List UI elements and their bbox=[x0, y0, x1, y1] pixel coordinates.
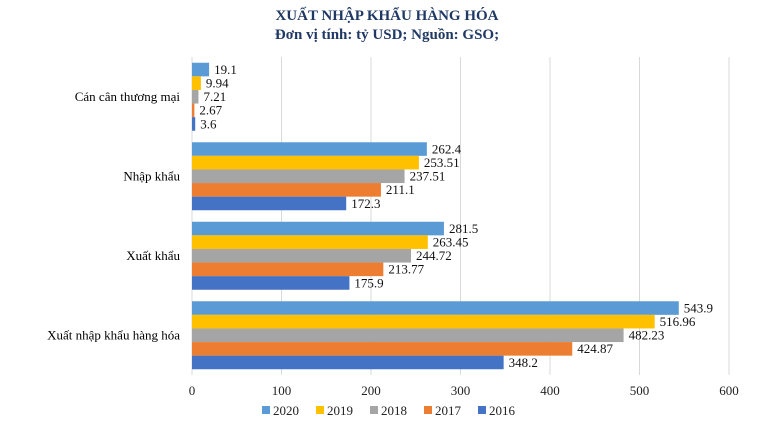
bar-2016 bbox=[192, 355, 504, 370]
category-label: Cán cân thương mại bbox=[75, 89, 181, 104]
data-label: 348.2 bbox=[509, 355, 538, 370]
bar-2016 bbox=[192, 196, 347, 211]
data-label: 3.6 bbox=[200, 116, 217, 131]
category-label: Nhập khẩu bbox=[123, 168, 180, 183]
bar-2019 bbox=[192, 314, 655, 329]
bar-2018 bbox=[192, 89, 199, 104]
bar-2017 bbox=[192, 103, 195, 118]
data-label: 2.67 bbox=[199, 103, 222, 118]
data-label: 262.4 bbox=[432, 141, 462, 156]
x-tick-label: 600 bbox=[719, 383, 739, 398]
x-tick-label: 500 bbox=[630, 383, 650, 398]
data-label: 237.51 bbox=[410, 169, 446, 184]
data-label: 543.9 bbox=[684, 300, 713, 315]
bar-2017 bbox=[192, 262, 384, 277]
x-tick-label: 200 bbox=[361, 383, 381, 398]
bar-2018 bbox=[192, 169, 405, 184]
data-label: 19.1 bbox=[214, 62, 237, 77]
legend-swatch-2020 bbox=[262, 406, 270, 414]
bar-2020 bbox=[192, 221, 444, 236]
bar-2016 bbox=[192, 117, 196, 131]
bar-2016 bbox=[192, 276, 350, 290]
x-tick-label: 300 bbox=[451, 383, 471, 398]
data-label: 211.1 bbox=[386, 182, 415, 197]
bar-2017 bbox=[192, 183, 381, 197]
bar-2020 bbox=[192, 142, 427, 156]
legend-label: 2018 bbox=[381, 403, 407, 418]
data-label: 263.45 bbox=[433, 234, 469, 249]
x-tick-label: 100 bbox=[272, 383, 292, 398]
data-label: 424.87 bbox=[577, 341, 613, 356]
data-label: 213.77 bbox=[388, 262, 424, 277]
bar-2019 bbox=[192, 235, 428, 249]
bar-2019 bbox=[192, 155, 419, 170]
bar-2020 bbox=[192, 301, 679, 315]
legend-label: 2017 bbox=[435, 403, 462, 418]
data-label: 482.23 bbox=[629, 328, 665, 343]
chart-title: XUẤT NHẬP KHẨU HÀNG HÓA bbox=[275, 6, 498, 24]
legend-swatch-2019 bbox=[316, 406, 324, 414]
data-label: 253.51 bbox=[424, 155, 460, 170]
data-label: 7.21 bbox=[203, 89, 226, 104]
data-label: 9.94 bbox=[206, 75, 229, 90]
legend-label: 2016 bbox=[489, 403, 516, 418]
x-tick-label: 400 bbox=[540, 383, 560, 398]
data-label: 244.72 bbox=[416, 248, 452, 263]
legend-label: 2020 bbox=[273, 403, 299, 418]
bar-2017 bbox=[192, 342, 573, 356]
bar-2018 bbox=[192, 328, 624, 343]
bar-2019 bbox=[192, 76, 201, 90]
bar-2020 bbox=[192, 62, 210, 77]
legend-label: 2019 bbox=[327, 403, 353, 418]
data-label: 281.5 bbox=[449, 221, 478, 236]
data-label: 172.3 bbox=[351, 196, 380, 211]
legend-swatch-2016 bbox=[478, 406, 486, 414]
category-label: Xuất nhập khẩu hàng hóa bbox=[47, 327, 180, 342]
bar-2018 bbox=[192, 248, 412, 263]
data-label: 175.9 bbox=[354, 275, 383, 290]
data-label: 516.96 bbox=[660, 314, 696, 329]
legend-swatch-2017 bbox=[424, 406, 432, 414]
category-label: Xuất khẩu bbox=[126, 248, 180, 263]
legend-swatch-2018 bbox=[370, 406, 378, 414]
chart-subtitle: Đơn vị tính: tỷ USD; Nguồn: GSO; bbox=[275, 27, 499, 43]
x-tick-label: 0 bbox=[189, 383, 196, 398]
